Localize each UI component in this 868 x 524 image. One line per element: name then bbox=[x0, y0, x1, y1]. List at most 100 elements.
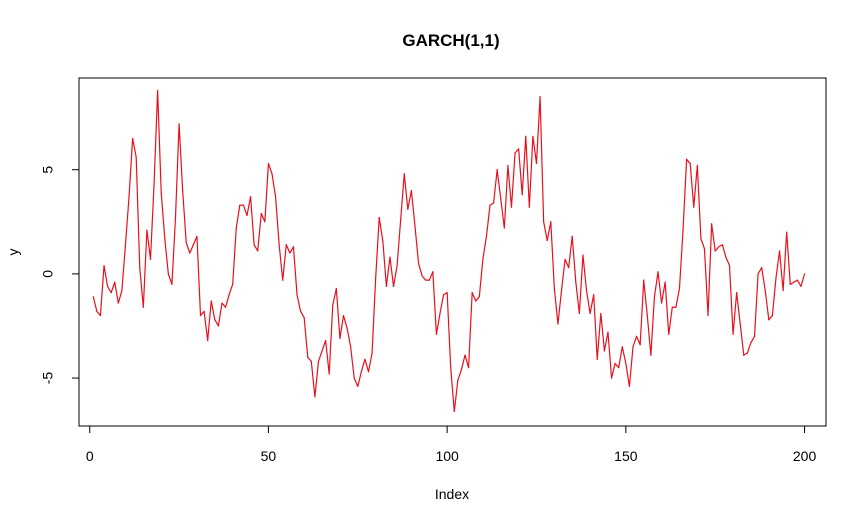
data-point bbox=[625, 362, 627, 365]
data-point bbox=[164, 237, 166, 240]
data-point bbox=[711, 223, 713, 225]
data-point bbox=[353, 377, 355, 379]
data-point bbox=[307, 356, 309, 358]
data-point bbox=[743, 354, 745, 356]
data-point bbox=[686, 158, 688, 160]
data-point bbox=[92, 296, 94, 298]
data-point bbox=[414, 225, 416, 227]
data-point bbox=[425, 279, 427, 281]
data-point bbox=[732, 333, 734, 335]
data-point bbox=[521, 194, 523, 196]
data-point bbox=[553, 287, 555, 290]
data-point bbox=[671, 306, 673, 308]
data-point bbox=[528, 206, 530, 208]
data-point bbox=[618, 367, 620, 369]
data-point bbox=[310, 360, 312, 362]
data-point bbox=[721, 244, 723, 246]
data-point bbox=[135, 156, 137, 158]
data-point bbox=[682, 229, 684, 231]
data-point bbox=[478, 296, 480, 298]
data-point bbox=[142, 306, 144, 308]
data-point bbox=[210, 300, 212, 302]
data-point bbox=[707, 314, 709, 317]
data-point bbox=[207, 339, 209, 342]
data-point bbox=[317, 360, 320, 362]
y-axis-label: y bbox=[5, 249, 21, 256]
data-point bbox=[289, 252, 291, 254]
data-point bbox=[400, 219, 402, 221]
data-point bbox=[589, 312, 591, 315]
data-point bbox=[614, 362, 616, 365]
data-point bbox=[771, 314, 773, 317]
data-point bbox=[364, 358, 366, 360]
data-point bbox=[171, 283, 173, 285]
data-point bbox=[371, 352, 373, 354]
data-point bbox=[600, 312, 602, 315]
data-point bbox=[571, 235, 573, 237]
data-point bbox=[761, 267, 763, 269]
data-point bbox=[239, 204, 241, 206]
data-point bbox=[196, 235, 198, 237]
y-tick-label: -5 bbox=[40, 372, 56, 385]
data-point bbox=[464, 354, 466, 356]
data-point bbox=[232, 283, 234, 285]
data-point bbox=[271, 173, 273, 175]
data-point bbox=[407, 208, 409, 210]
data-point bbox=[157, 89, 159, 92]
data-point bbox=[189, 252, 191, 254]
data-point bbox=[199, 314, 202, 317]
data-point bbox=[389, 256, 391, 258]
data-point bbox=[789, 283, 791, 285]
data-point bbox=[174, 217, 177, 219]
data-point bbox=[292, 246, 295, 248]
plot-frame bbox=[78, 77, 827, 427]
data-point bbox=[578, 312, 580, 315]
data-point bbox=[149, 258, 152, 260]
data-point bbox=[410, 189, 412, 192]
x-tick-label: 200 bbox=[793, 448, 817, 464]
data-point bbox=[596, 358, 598, 360]
data-point bbox=[439, 312, 441, 315]
data-point bbox=[543, 221, 545, 223]
data-point bbox=[489, 204, 491, 206]
data-point bbox=[535, 162, 538, 165]
data-point bbox=[485, 235, 488, 237]
data-point bbox=[650, 354, 652, 356]
data-point bbox=[593, 294, 595, 296]
data-point bbox=[442, 294, 445, 296]
data-point bbox=[96, 310, 98, 312]
data-point bbox=[99, 314, 102, 317]
data-point bbox=[285, 244, 287, 246]
data-point bbox=[221, 302, 223, 304]
data-point bbox=[568, 267, 570, 269]
data-point bbox=[392, 285, 395, 287]
x-axis-label: Index bbox=[435, 486, 469, 502]
data-point bbox=[560, 289, 563, 292]
data-point bbox=[660, 302, 663, 304]
data-point bbox=[192, 244, 194, 246]
data-point bbox=[653, 296, 656, 298]
data-point bbox=[471, 292, 473, 294]
data-point bbox=[460, 369, 463, 371]
data-point bbox=[350, 346, 352, 348]
data-point bbox=[396, 264, 398, 267]
data-point bbox=[714, 250, 716, 252]
data-point bbox=[635, 335, 638, 337]
data-point bbox=[786, 231, 788, 233]
data-point bbox=[249, 196, 252, 198]
data-point bbox=[203, 310, 205, 312]
data-point bbox=[264, 221, 266, 223]
data-point bbox=[757, 273, 759, 275]
data-point bbox=[628, 385, 631, 388]
data-point bbox=[160, 192, 162, 194]
series-y bbox=[92, 89, 806, 413]
data-point bbox=[493, 202, 495, 204]
data-point bbox=[782, 289, 784, 292]
data-point bbox=[132, 137, 134, 140]
data-point bbox=[403, 173, 405, 175]
data-point bbox=[496, 169, 498, 171]
data-point bbox=[432, 271, 434, 273]
data-point bbox=[700, 237, 702, 240]
x-axis: 0 50 100 150 200 bbox=[86, 425, 817, 464]
data-point bbox=[128, 196, 130, 198]
